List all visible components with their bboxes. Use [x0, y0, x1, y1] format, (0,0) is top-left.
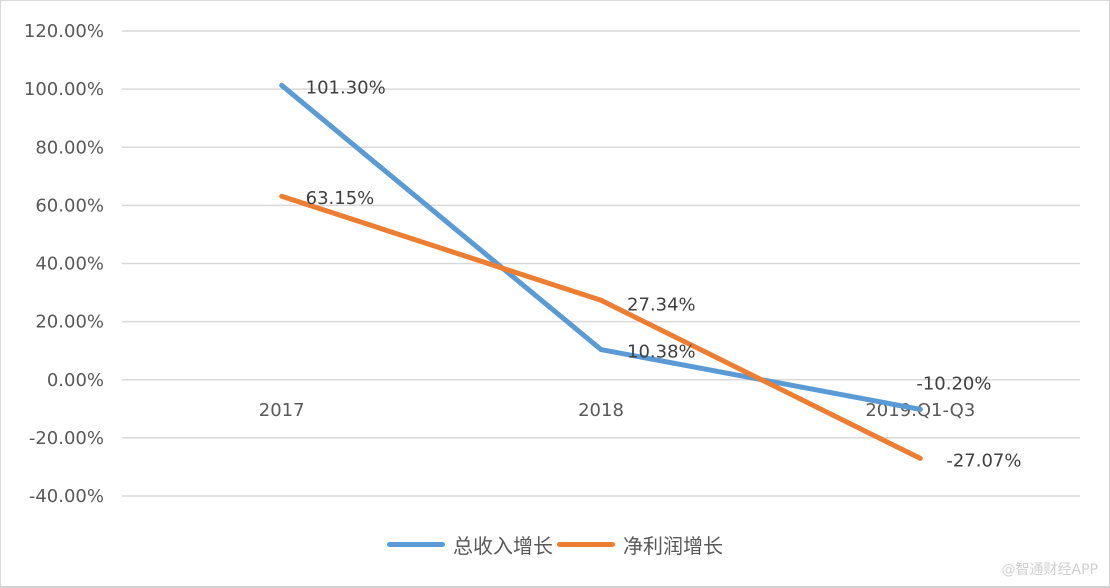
data-label: -10.20%	[916, 373, 991, 394]
y-tick-label: 40.00%	[35, 254, 104, 275]
legend-item-revenue[interactable]: 总收入增长	[387, 530, 553, 559]
y-tick-label: 80.00%	[35, 137, 104, 158]
data-labels: 101.30% 10.38% -10.20% 63.15% 27.34% -27.07%	[306, 77, 1022, 471]
series-line-0[interactable]	[279, 82, 923, 412]
watermark: @智通财经APP	[1001, 562, 1098, 578]
legend-swatch-net-profit	[557, 542, 615, 547]
y-tick-label: 20.00%	[35, 312, 104, 333]
x-axis-ticks: 2017 2018 2019.Q1-Q3	[259, 400, 976, 421]
series-lines	[279, 82, 923, 461]
data-label: 27.34%	[627, 294, 696, 315]
legend-label-net-profit: 净利润增长	[623, 534, 723, 558]
data-label: 10.38%	[627, 342, 696, 363]
y-axis-ticks: 120.00% 100.00% 80.00% 60.00% 40.00% 20.00% 0.…	[24, 21, 104, 507]
y-tick-label: -40.00%	[29, 486, 104, 507]
y-tick-label: 100.00%	[24, 79, 104, 100]
data-label: 101.30%	[306, 77, 386, 98]
legend: 总收入增长 净利润增长	[0, 530, 1110, 559]
legend-swatch-revenue	[387, 542, 445, 547]
y-tick-label: 120.00%	[24, 21, 104, 42]
x-tick-label: 2018	[578, 400, 624, 421]
legend-item-net-profit[interactable]: 净利润增长	[557, 530, 723, 559]
y-tick-label: -20.00%	[29, 428, 104, 449]
data-label: 63.15%	[306, 188, 375, 209]
y-tick-label: 60.00%	[35, 195, 104, 216]
y-tick-label: 0.00%	[47, 370, 104, 391]
data-label: -27.07%	[946, 450, 1021, 471]
legend-label-revenue: 总收入增长	[453, 534, 553, 558]
x-tick-label: 2017	[259, 400, 305, 421]
gridlines	[122, 30, 1080, 497]
series-line-1[interactable]	[279, 193, 923, 461]
